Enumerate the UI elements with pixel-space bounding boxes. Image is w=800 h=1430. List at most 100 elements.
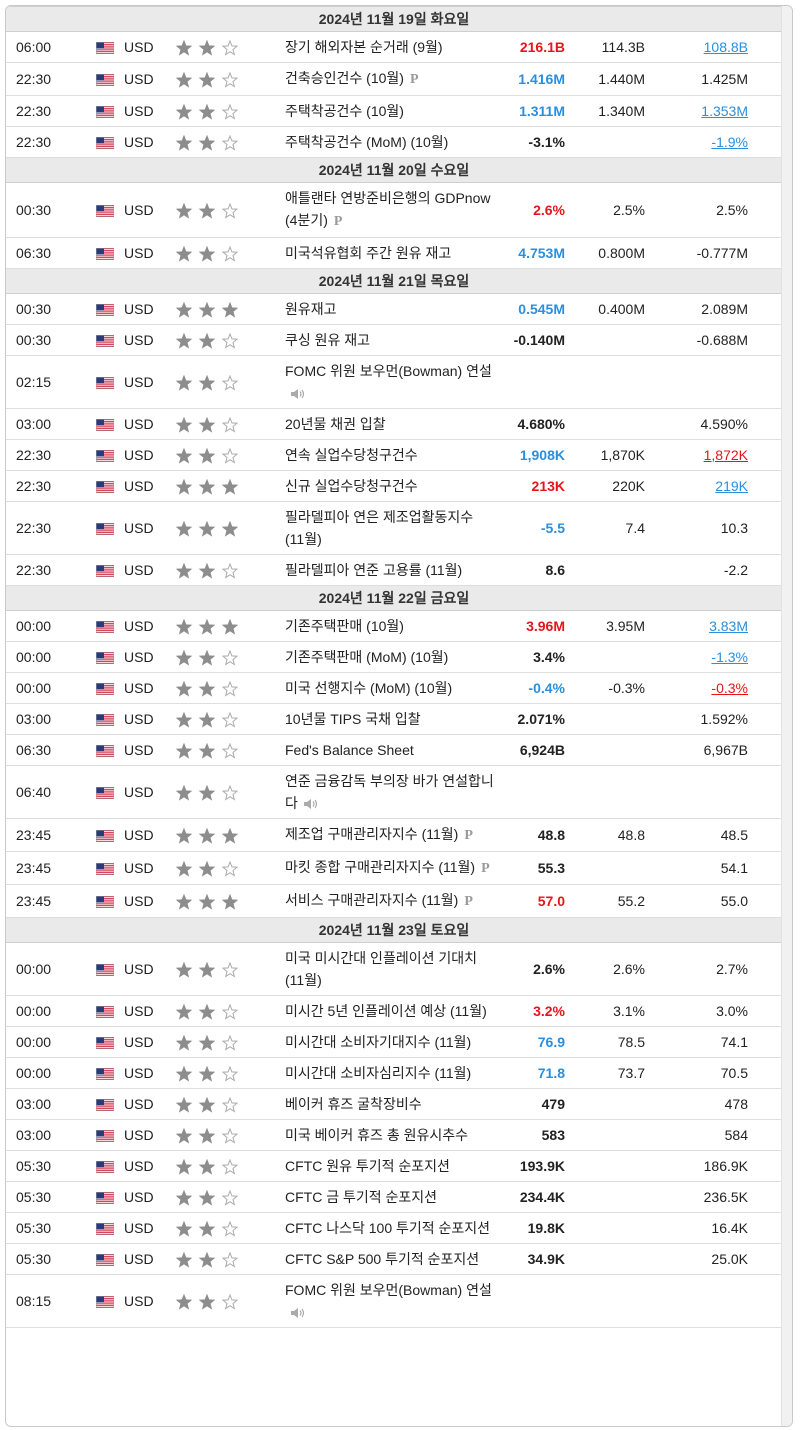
previous-value[interactable]: 108.8B bbox=[703, 39, 748, 55]
event-row[interactable]: 00:00 USD 미시간 5년 인플레이션 예상 (11월) 3.2% 3.1% 3.0… bbox=[6, 995, 782, 1027]
event-row[interactable]: 22:30 USD 신규 실업수당청구건수 213K 220K 219K bbox=[6, 470, 782, 502]
event-row[interactable]: 22:30 USD 연속 실업수당청구건수 1,908K 1,870K 1,872K bbox=[6, 439, 782, 471]
event-row[interactable]: 00:00 USD 미국 미시간대 인플레이션 기대치 (11월) 2.6% 2.6% 2… bbox=[6, 942, 782, 996]
event-row[interactable]: 00:30 USD 애틀랜타 연방준비은행의 GDPnow (4분기) P 2.6% 2.… bbox=[6, 182, 782, 238]
event-row[interactable]: 23:45 USD 마킷 종합 구매관리자지수 (11월) P 55.3 54.1 bbox=[6, 851, 782, 885]
actual-cell: 216.1B bbox=[500, 31, 569, 63]
star-filled bbox=[175, 1220, 193, 1237]
previous-cell: 236.5K bbox=[649, 1181, 752, 1213]
event-time: 23:45 bbox=[6, 884, 91, 918]
star-filled bbox=[198, 784, 216, 801]
event-name: CFTC 나스닥 100 투기적 순포지션 bbox=[285, 1220, 491, 1236]
flag-stripe bbox=[96, 309, 114, 311]
preliminary-icon: P bbox=[464, 894, 473, 909]
event-row[interactable]: 08:15 USD FOMC 위원 보우먼(Bowman) 연설 bbox=[6, 1274, 782, 1328]
flag-canton bbox=[96, 964, 104, 971]
event-row[interactable]: 05:30 USD CFTC 금 투기적 순포지션 234.4K 236.5K bbox=[6, 1181, 782, 1213]
flag-stripe bbox=[96, 1132, 114, 1134]
forecast-value: 2.6% bbox=[613, 961, 645, 977]
flag-border bbox=[96, 683, 114, 696]
event-row[interactable]: 03:00 USD 10년물 TIPS 국채 입찰 2.071% 1.592% bbox=[6, 703, 782, 735]
event-row[interactable]: 00:00 USD 미시간대 소비자기대지수 (11월) 76.9 78.5 74.1 bbox=[6, 1026, 782, 1058]
flag-stripe bbox=[96, 1168, 114, 1170]
previous-value: 16.4K bbox=[711, 1220, 748, 1236]
event-row[interactable]: 23:45 USD 제조업 구매관리자지수 (11월) P 48.8 48.8 48.5 bbox=[6, 818, 782, 852]
event-row[interactable]: 22:30 USD 건축승인건수 (10월) P 1.416M 1.440M 1.425M bbox=[6, 62, 782, 96]
event-row[interactable]: 06:40 USD 연준 금융감독 부의장 바가 연설합니다 bbox=[6, 765, 782, 819]
previous-cell: 54.1 bbox=[649, 851, 752, 885]
flag-canton bbox=[96, 830, 104, 837]
actual-value: 76.9 bbox=[537, 1034, 565, 1050]
flag-stripe bbox=[96, 750, 114, 752]
previous-value[interactable]: 3.83M bbox=[709, 618, 748, 634]
flag-stripe bbox=[96, 1230, 114, 1232]
flag-cell bbox=[91, 439, 120, 471]
event-row[interactable]: 00:30 USD 원유재고 0.545M 0.400M 2.089M bbox=[6, 293, 782, 325]
flag-border bbox=[96, 1192, 114, 1205]
previous-value[interactable]: -0.3% bbox=[711, 680, 748, 696]
star-filled bbox=[175, 202, 193, 219]
event-cell: 미국 선행지수 (MoM) (10월) bbox=[281, 672, 500, 704]
event-row[interactable]: 06:30 USD Fed's Balance Sheet 6,924B 6,967B bbox=[6, 734, 782, 766]
flag-border bbox=[96, 1068, 114, 1081]
flag-stripe bbox=[96, 344, 114, 346]
event-row[interactable]: 06:00 USD 장기 해외자본 순거래 (9월) 216.1B 114.3B 108.… bbox=[6, 31, 782, 63]
event-name: Fed's Balance Sheet bbox=[285, 742, 414, 758]
event-row[interactable]: 00:00 USD 미시간대 소비자심리지수 (11월) 71.8 73.7 70.5 bbox=[6, 1057, 782, 1089]
importance-stars bbox=[175, 301, 239, 318]
event-row[interactable]: 05:30 USD CFTC 나스닥 100 투기적 순포지션 19.8K 16.4K bbox=[6, 1212, 782, 1244]
event-row[interactable]: 00:00 USD 기존주택판매 (MoM) (10월) 3.4% -1.3% bbox=[6, 641, 782, 673]
flag-stripe bbox=[96, 1263, 114, 1265]
event-row[interactable]: 00:30 USD 쿠싱 원유 재고 -0.140M -0.688M bbox=[6, 324, 782, 356]
flag-stripe bbox=[96, 1139, 114, 1141]
forecast-cell: 55.2 bbox=[569, 884, 649, 918]
star-filled bbox=[221, 520, 239, 537]
flag-stripe bbox=[96, 146, 114, 148]
flag-cell bbox=[91, 237, 120, 269]
forecast-cell: 1,870K bbox=[569, 439, 649, 471]
previous-value: 55.0 bbox=[720, 893, 748, 909]
event-row[interactable]: 22:30 USD 주택착공건수 (10월) 1.311M 1.340M 1.353M bbox=[6, 95, 782, 127]
scrollbar[interactable] bbox=[781, 6, 792, 1426]
star-filled bbox=[175, 649, 193, 666]
spacer-cell bbox=[752, 1057, 782, 1089]
previous-cell: -1.3% bbox=[649, 641, 752, 673]
previous-value[interactable]: 1.353M bbox=[701, 103, 748, 119]
event-row[interactable]: 22:30 USD 필라델피아 연준 고용률 (11월) 8.6 -2.2 bbox=[6, 554, 782, 586]
event-row[interactable]: 22:30 USD 주택착공건수 (MoM) (10월) -3.1% -1.9% bbox=[6, 126, 782, 158]
event-row[interactable]: 06:30 USD 미국석유협회 주간 원유 재고 4.753M 0.800M -0.77… bbox=[6, 237, 782, 269]
importance-stars bbox=[175, 1293, 239, 1310]
event-row[interactable]: 03:00 USD 베이커 휴즈 굴착장비수 479 478 bbox=[6, 1088, 782, 1120]
event-row[interactable]: 23:45 USD 서비스 구매관리자지수 (11월) P 57.0 55.2 55.0 bbox=[6, 884, 782, 918]
previous-value[interactable]: 1,872K bbox=[703, 447, 748, 463]
event-row[interactable]: 03:00 USD 미국 베이커 휴즈 총 원유시추수 583 584 bbox=[6, 1119, 782, 1151]
event-row[interactable]: 05:30 USD CFTC S&P 500 투기적 순포지션 34.9K 25.0K bbox=[6, 1243, 782, 1275]
previous-value[interactable]: -1.3% bbox=[711, 649, 748, 665]
star-empty bbox=[221, 711, 239, 728]
event-row[interactable]: 00:00 USD 기존주택판매 (10월) 3.96M 3.95M 3.83M bbox=[6, 610, 782, 642]
event-time: 22:30 bbox=[6, 126, 91, 158]
speaker bbox=[291, 1308, 298, 1319]
previous-cell: 10.3 bbox=[649, 501, 752, 555]
flag-canton bbox=[96, 1037, 104, 1044]
event-row[interactable]: 03:00 USD 20년물 채권 입찰 4.680% 4.590% bbox=[6, 408, 782, 440]
flag-stripe bbox=[96, 624, 114, 626]
event-row[interactable]: 00:00 USD 미국 선행지수 (MoM) (10월) -0.4% -0.3% -0.… bbox=[6, 672, 782, 704]
star-empty bbox=[221, 1096, 239, 1113]
flag-stripe bbox=[96, 685, 114, 687]
forecast-value: 3.95M bbox=[606, 618, 645, 634]
star-filled bbox=[221, 301, 239, 318]
previous-value[interactable]: -1.9% bbox=[711, 134, 748, 150]
actual-cell: 34.9K bbox=[500, 1243, 569, 1275]
event-row[interactable]: 05:30 USD CFTC 원유 투기적 순포지션 193.9K 186.9K bbox=[6, 1150, 782, 1182]
event-row[interactable]: 02:15 USD FOMC 위원 보우먼(Bowman) 연설 bbox=[6, 355, 782, 409]
importance-stars bbox=[175, 1065, 239, 1082]
flag-stripe bbox=[96, 488, 114, 490]
importance-cell bbox=[172, 237, 281, 269]
importance-cell bbox=[172, 734, 281, 766]
flag-border bbox=[96, 74, 114, 87]
previous-value[interactable]: 219K bbox=[715, 478, 748, 494]
currency: USD bbox=[120, 672, 172, 704]
event-row[interactable]: 22:30 USD 필라델피아 연은 제조업활동지수 (11월) -5.5 7.4 10.… bbox=[6, 501, 782, 555]
forecast-cell: 220K bbox=[569, 470, 649, 502]
